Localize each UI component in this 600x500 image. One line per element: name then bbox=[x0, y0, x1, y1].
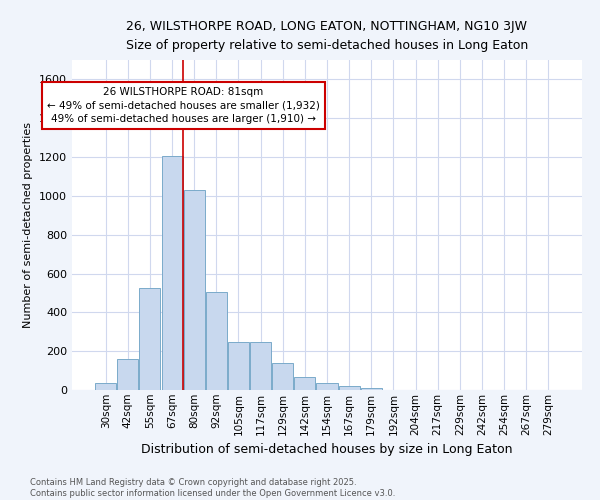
Bar bbox=[161, 156, 182, 390]
Y-axis label: Number of semi-detached properties: Number of semi-detached properties bbox=[23, 122, 34, 328]
Bar bbox=[206, 292, 227, 390]
Bar bbox=[316, 383, 338, 390]
Bar bbox=[95, 383, 116, 390]
Bar bbox=[361, 388, 382, 390]
Bar bbox=[139, 288, 160, 390]
Bar bbox=[250, 342, 271, 390]
Text: 26 WILSTHORPE ROAD: 81sqm
← 49% of semi-detached houses are smaller (1,932)
49% : 26 WILSTHORPE ROAD: 81sqm ← 49% of semi-… bbox=[47, 87, 320, 124]
Bar bbox=[184, 190, 205, 390]
Text: Contains HM Land Registry data © Crown copyright and database right 2025.
Contai: Contains HM Land Registry data © Crown c… bbox=[30, 478, 395, 498]
X-axis label: Distribution of semi-detached houses by size in Long Eaton: Distribution of semi-detached houses by … bbox=[141, 443, 513, 456]
Bar bbox=[338, 386, 359, 390]
Bar bbox=[228, 342, 249, 390]
Title: 26, WILSTHORPE ROAD, LONG EATON, NOTTINGHAM, NG10 3JW
Size of property relative : 26, WILSTHORPE ROAD, LONG EATON, NOTTING… bbox=[126, 20, 528, 52]
Bar bbox=[272, 363, 293, 390]
Bar bbox=[118, 359, 139, 390]
Bar bbox=[295, 378, 316, 390]
